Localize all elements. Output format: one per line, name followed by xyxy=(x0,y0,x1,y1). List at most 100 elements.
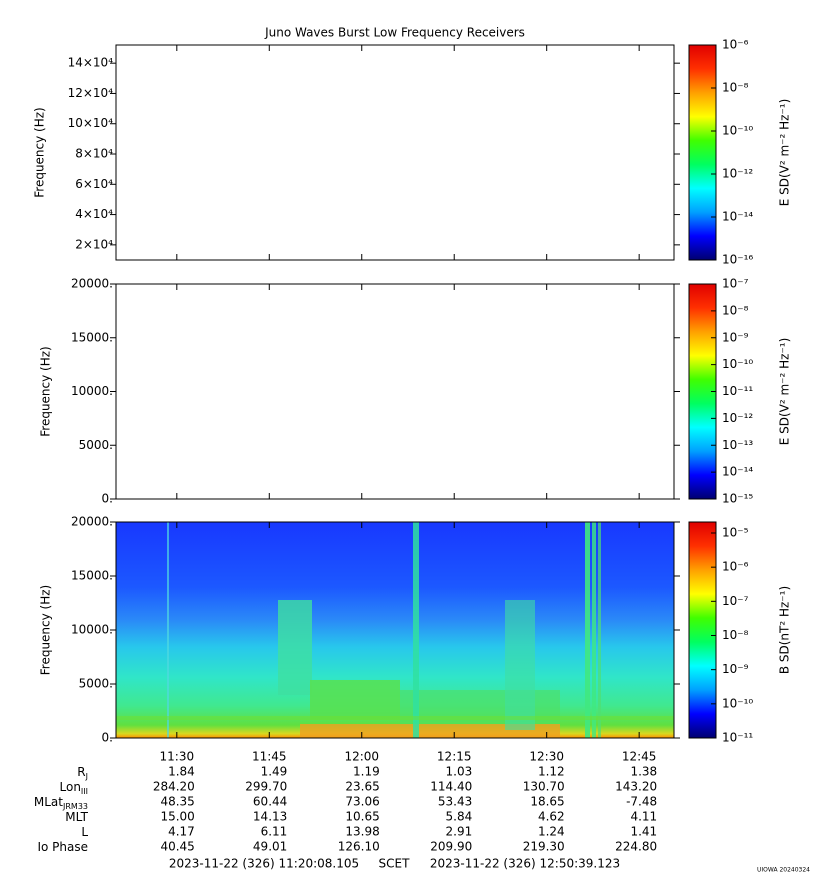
spectrogram xyxy=(116,522,674,738)
ephemeris-label: LonIII xyxy=(60,780,89,796)
ephemeris-value: 1.49 xyxy=(261,765,288,779)
ephemeris-sub: JRM33 xyxy=(62,802,88,811)
ephemeris-value: 1.84 xyxy=(168,765,195,779)
chart-title: Juno Waves Burst Low Frequency Receivers xyxy=(264,26,525,40)
colorbar-tick-label: 10⁻¹¹ xyxy=(722,384,753,398)
footer-frame: SCET xyxy=(379,857,411,871)
ephemeris-value: 48.35 xyxy=(160,795,194,809)
x-tick-label: 11:45 xyxy=(252,750,287,764)
ephemeris-value: 5.84 xyxy=(446,810,473,824)
ephemeris-value: -7.48 xyxy=(626,795,657,809)
colorbar-tick-label: 10⁻¹⁴ xyxy=(722,210,753,224)
plot-frame xyxy=(115,283,675,500)
ephemeris-value: 2.91 xyxy=(446,825,473,839)
ephemeris-name: MLat xyxy=(34,795,63,809)
y-tick-label: 0. xyxy=(102,731,113,745)
ephemeris-label: Io Phase xyxy=(37,840,88,854)
ephemeris-value: 13.98 xyxy=(345,825,379,839)
x-tick-label: 11:30 xyxy=(160,750,195,764)
y-tick-label: 10000. xyxy=(71,623,113,637)
ephemeris-name: Lon xyxy=(60,780,81,794)
y-tick-label: 15000. xyxy=(71,330,113,344)
ephemeris-value: 23.65 xyxy=(345,780,379,794)
ephemeris-value: 284.20 xyxy=(153,780,195,794)
ephemeris-value: 299.70 xyxy=(245,780,287,794)
colorbar xyxy=(688,521,717,739)
colorbar xyxy=(688,44,717,261)
colorbar-tick-label: 10⁻⁵ xyxy=(722,526,749,540)
colorbar-label: E SD(V² m⁻² Hz⁻¹) xyxy=(778,338,792,446)
colorbar-tick-label: 10⁻⁹ xyxy=(722,662,749,676)
ephemeris-value: 209.90 xyxy=(430,840,472,854)
colorbar-tick-label: 10⁻¹⁴ xyxy=(722,465,753,479)
ephemeris-value: 4.17 xyxy=(168,825,195,839)
y-tick-label: 5000. xyxy=(79,438,113,452)
y-tick-label: 15000. xyxy=(71,569,113,583)
y-tick-label: 0. xyxy=(102,492,113,506)
ephemeris-value: 4.11 xyxy=(630,810,657,824)
ephemeris-value: 1.19 xyxy=(353,765,380,779)
colorbar-tick-label: 10⁻¹² xyxy=(722,167,753,181)
colorbar-tick-label: 10⁻¹⁵ xyxy=(722,492,753,506)
colorbar-tick-label: 10⁻¹² xyxy=(722,411,753,425)
y-tick-label: 14×10⁴ xyxy=(68,56,114,70)
colorbar-label: E SD(V² m⁻² Hz⁻¹) xyxy=(778,99,792,207)
ephemeris-value: 40.45 xyxy=(160,840,194,854)
x-tick-label: 12:00 xyxy=(344,750,379,764)
y-tick-label: 2×10⁴ xyxy=(75,237,113,251)
ephemeris-value: 18.65 xyxy=(530,795,564,809)
ephemeris-value: 15.00 xyxy=(160,810,194,824)
y-tick-label: 20000. xyxy=(71,277,113,291)
ephemeris-value: 1.41 xyxy=(630,825,657,839)
ephemeris-value: 130.70 xyxy=(523,780,565,794)
colorbar-tick-label: 10⁻⁸ xyxy=(722,81,749,95)
y-tick-label: 6×10⁴ xyxy=(75,177,113,191)
ephemeris-label: RJ xyxy=(77,765,88,781)
colorbar-tick-label: 10⁻⁷ xyxy=(722,277,749,291)
ephemeris-name: MLT xyxy=(65,810,88,824)
colorbar-tick-label: 10⁻⁷ xyxy=(722,594,749,608)
ephemeris-value: 224.80 xyxy=(615,840,657,854)
ephemeris-value: 49.01 xyxy=(253,840,287,854)
ephemeris-value: 126.10 xyxy=(338,840,380,854)
credit: UIOWA 20240324 xyxy=(757,867,810,874)
colorbar-tick-label: 10⁻¹⁰ xyxy=(722,357,753,371)
x-tick-label: 12:30 xyxy=(529,750,564,764)
ephemeris-value: 10.65 xyxy=(345,810,379,824)
footer-end: 2023-11-22 (326) 12:50:39.123 xyxy=(430,857,620,871)
colorbar-tick-label: 10⁻¹⁰ xyxy=(722,696,753,710)
ephemeris-value: 14.13 xyxy=(253,810,287,824)
ephemeris-value: 53.43 xyxy=(438,795,472,809)
ephemeris-sub: III xyxy=(81,787,88,796)
y-tick-label: 4×10⁴ xyxy=(75,207,113,221)
ephemeris-value: 143.20 xyxy=(615,780,657,794)
colorbar-tick-label: 10⁻¹⁰ xyxy=(722,124,753,138)
ephemeris-value: 1.03 xyxy=(446,765,473,779)
ephemeris-label: L xyxy=(81,825,88,839)
plot-frame xyxy=(115,44,675,261)
ephemeris-value: 73.06 xyxy=(345,795,379,809)
ephemeris-value: 4.62 xyxy=(538,810,565,824)
footer-start: 2023-11-22 (326) 11:20:08.105 xyxy=(169,857,359,871)
colorbar-tick-label: 10⁻⁸ xyxy=(722,303,749,317)
ephemeris-value: 1.38 xyxy=(630,765,657,779)
y-tick-label: 8×10⁴ xyxy=(75,147,113,161)
ephemeris-label: MLT xyxy=(65,810,88,824)
colorbar-tick-label: 10⁻⁹ xyxy=(722,330,749,344)
ephemeris-value: 1.12 xyxy=(538,765,565,779)
ephemeris-label: MLatJRM33 xyxy=(34,795,88,811)
ephemeris-value: 219.30 xyxy=(523,840,565,854)
ephemeris-value: 60.44 xyxy=(253,795,287,809)
colorbar-tick-label: 10⁻¹³ xyxy=(722,438,753,452)
ephemeris-value: 114.40 xyxy=(430,780,472,794)
x-tick-label: 12:45 xyxy=(622,750,657,764)
y-tick-label: 5000. xyxy=(79,677,113,691)
colorbar-tick-label: 10⁻⁸ xyxy=(722,628,749,642)
x-tick-label: 12:15 xyxy=(437,750,472,764)
ephemeris-name: R xyxy=(77,765,85,779)
ephemeris-value: 6.11 xyxy=(261,825,288,839)
colorbar-tick-label: 10⁻⁶ xyxy=(722,38,749,52)
y-axis-label: Frequency (Hz) xyxy=(39,585,53,676)
y-tick-label: 12×10⁴ xyxy=(68,86,114,100)
